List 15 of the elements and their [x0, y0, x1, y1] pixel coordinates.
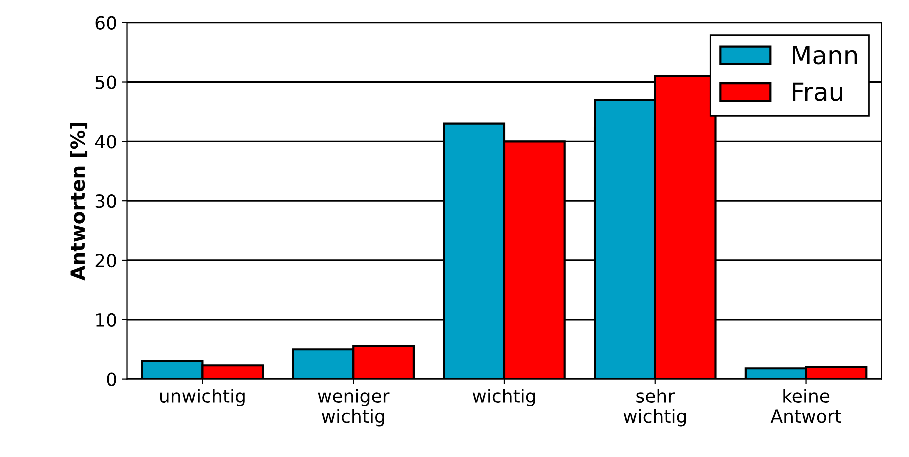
x-tick-label: sehr wichtig — [624, 389, 686, 427]
y-tick-label: 10 — [96, 313, 116, 328]
y-tick-label: 50 — [96, 76, 116, 90]
y-tick-label: 20 — [96, 254, 116, 268]
x-tick-label: unwichtig — [160, 389, 245, 407]
x-tick-label: weniger wichtig — [318, 389, 390, 427]
x-tick-label: wichtig — [472, 389, 536, 407]
y-tick-label: 30 — [96, 194, 116, 208]
y-tick-label: 0 — [107, 372, 116, 386]
y-axis-title: Antworten [%] — [70, 123, 88, 281]
y-tick-label: 40 — [95, 135, 116, 149]
x-tick-label: keine Antwort — [770, 389, 842, 424]
legend-label: Frau — [793, 82, 842, 102]
y-tick-label: 60 — [96, 16, 116, 30]
legend-label: Mann — [793, 46, 858, 65]
